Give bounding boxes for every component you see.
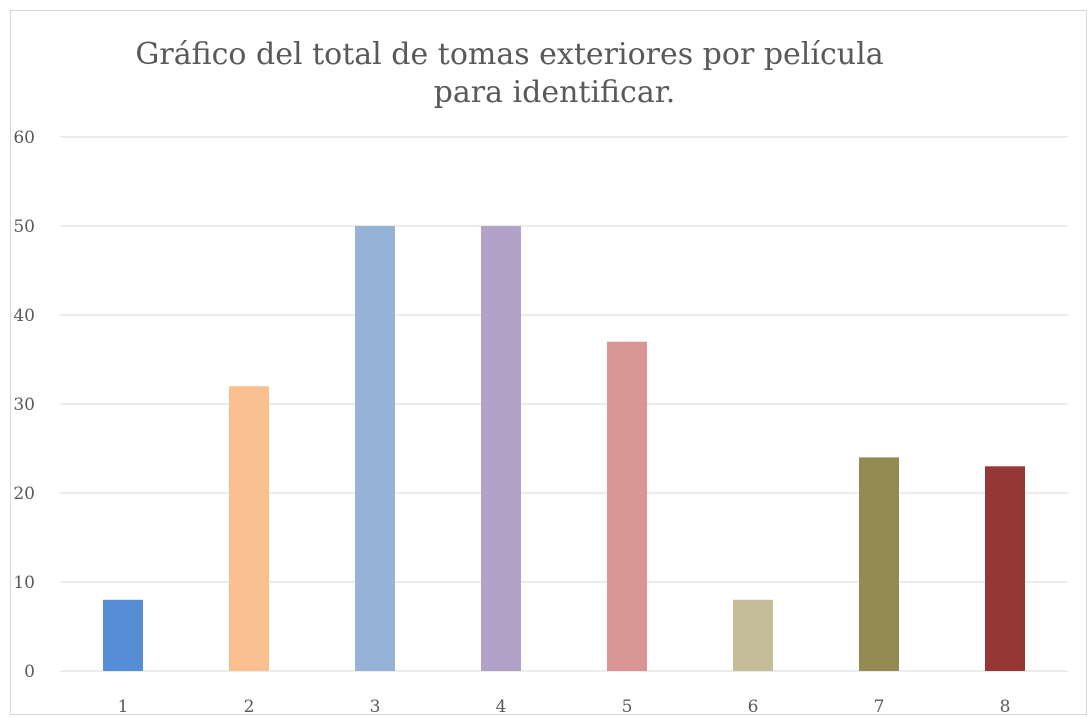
chart-title-line-2: para identificar. (433, 75, 676, 110)
y-tick-label: 20 (13, 484, 35, 504)
x-tick-label: 4 (496, 697, 507, 717)
bars (103, 226, 1025, 671)
y-tick-label: 60 (13, 128, 35, 148)
y-axis-tick-labels: 0 10 20 30 40 50 60 (13, 128, 35, 682)
x-tick-label: 1 (118, 697, 129, 717)
bar (229, 386, 269, 671)
y-tick-label: 0 (24, 662, 35, 682)
y-tick-label: 30 (13, 395, 35, 415)
y-tick-label: 40 (13, 306, 35, 326)
chart-frame (10, 10, 1087, 715)
bar (607, 341, 647, 671)
chart-title-line-1: Gráfico del total de tomas exteriores po… (135, 37, 884, 72)
bar (733, 599, 773, 671)
x-tick-label: 7 (874, 697, 885, 717)
bar (481, 226, 521, 671)
gridlines (60, 136, 1068, 672)
chart-title: Gráfico del total de tomas exteriores po… (0, 36, 1089, 112)
y-tick-label: 10 (13, 573, 35, 593)
bar (985, 466, 1025, 671)
x-tick-label: 8 (1000, 697, 1011, 717)
x-tick-label: 5 (622, 697, 633, 717)
bar (103, 599, 143, 671)
x-tick-label: 2 (244, 697, 255, 717)
bar (355, 226, 395, 671)
x-axis-tick-labels: 1 2 3 4 5 6 7 8 (118, 697, 1011, 717)
x-tick-label: 3 (370, 697, 381, 717)
x-tick-label: 6 (748, 697, 759, 717)
y-tick-label: 50 (13, 217, 35, 237)
bar (859, 457, 899, 671)
